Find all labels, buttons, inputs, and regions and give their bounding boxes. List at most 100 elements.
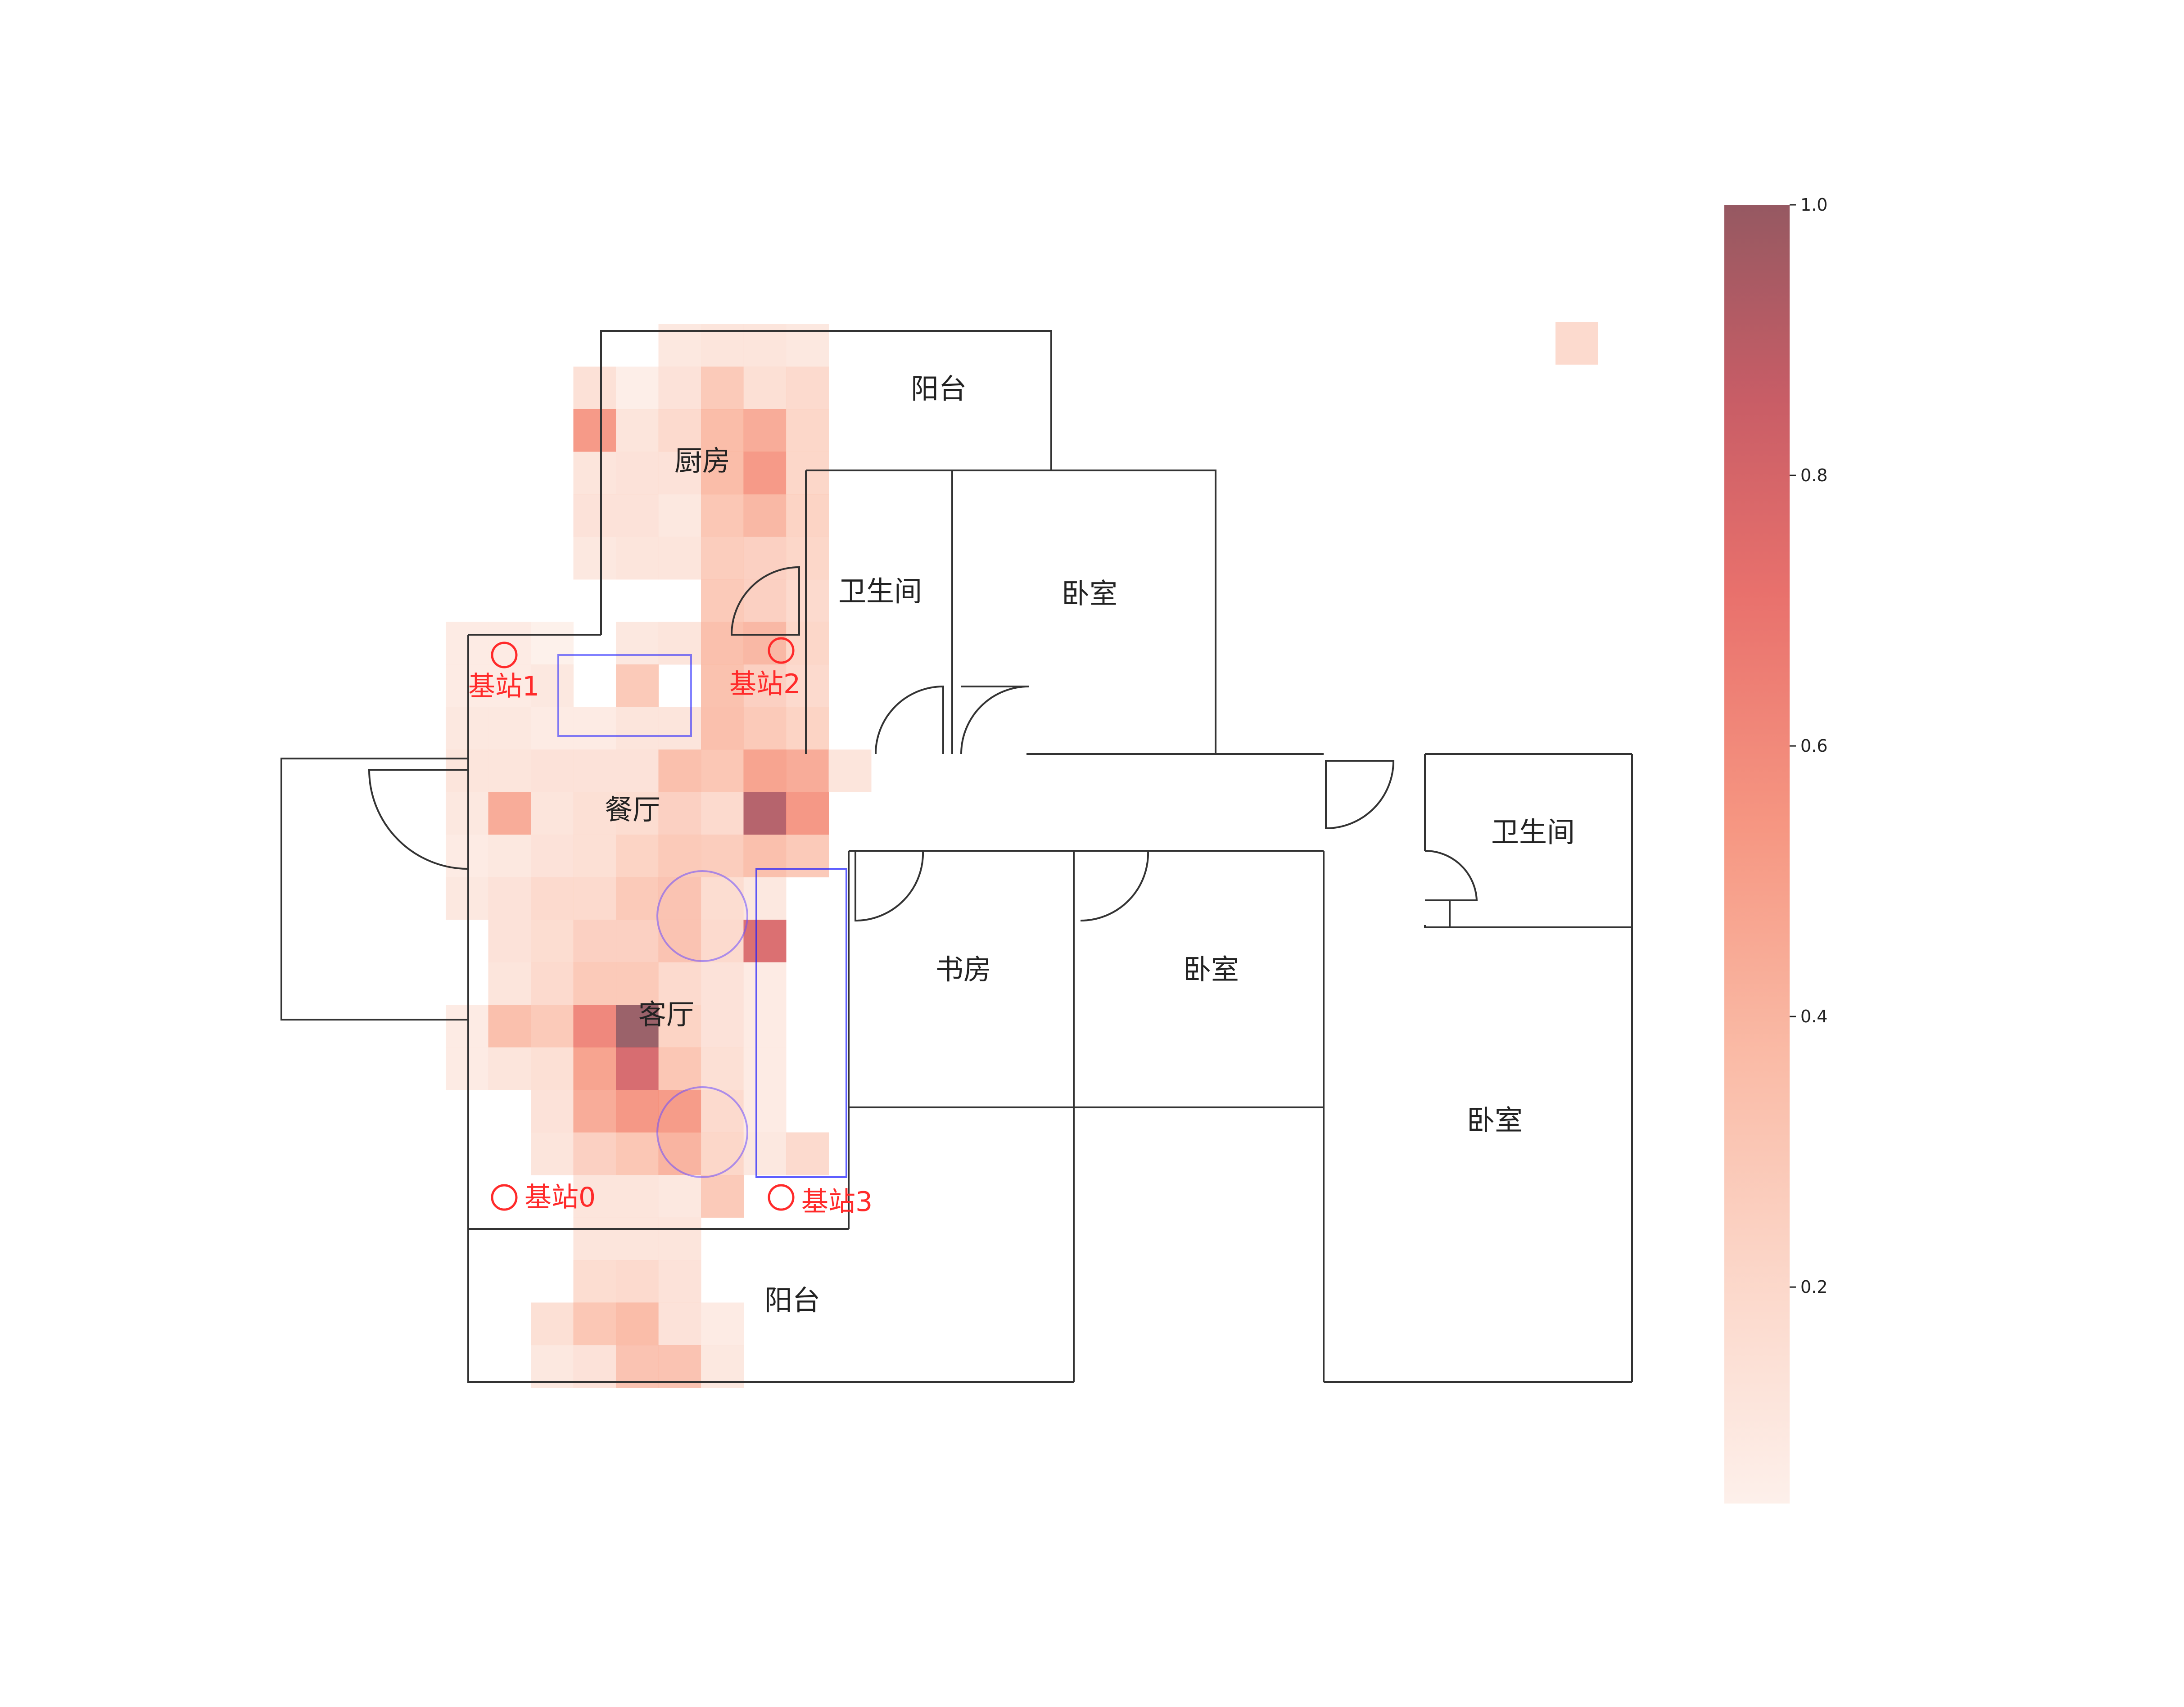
heatmap-cell <box>574 835 616 877</box>
colorbar-gradient <box>1724 205 1790 1504</box>
heatmap-cell <box>786 537 829 580</box>
colorbar-tick-label: 0.4 <box>1800 1007 1827 1026</box>
heatmap-cell <box>616 1133 659 1175</box>
heatmap-cell <box>744 792 787 835</box>
heatmap-cell <box>701 537 744 580</box>
heatmap-cell <box>701 1048 744 1090</box>
heatmap-cell <box>786 409 829 452</box>
room-label-dining: 餐厅 <box>605 793 660 826</box>
heatmap-cell <box>574 1260 616 1303</box>
room-label-living: 客厅 <box>638 998 694 1031</box>
room-label-bedroom-3: 卧室 <box>1467 1104 1523 1137</box>
station-label-0: 基站0 <box>525 1182 596 1213</box>
heatmap-cell <box>531 792 574 835</box>
heatmap-cell <box>659 750 701 792</box>
colorbar-tick-label: 0.6 <box>1800 736 1827 756</box>
heatmap-cell <box>786 622 829 665</box>
heatmap-cell <box>786 835 829 877</box>
heatmap-cell <box>744 579 787 622</box>
heatmap-cell <box>659 1175 701 1218</box>
heatmap-cell <box>446 792 488 835</box>
heatmap-cell <box>744 452 787 495</box>
heatmap-cell <box>701 792 744 835</box>
heatmap-cell <box>744 962 787 1005</box>
heatmap-cell <box>744 367 787 410</box>
room-label-bathroom-1: 卫生间 <box>838 575 922 608</box>
heatmap-cell <box>616 494 659 537</box>
room-label-kitchen: 厨房 <box>674 444 730 477</box>
heatmap-cell <box>701 877 744 920</box>
heatmap-cell <box>531 877 574 920</box>
heatmap-cell <box>786 494 829 537</box>
heatmap-cell <box>616 707 659 750</box>
heatmap-cell <box>786 367 829 410</box>
room-label-bathroom-2: 卫生间 <box>1491 816 1575 849</box>
heatmap-cell <box>531 1133 574 1175</box>
room-label-balcony-top: 阳台 <box>911 372 967 405</box>
heatmap-cell <box>616 537 659 580</box>
heatmap-cell <box>744 622 787 665</box>
heatmap-cell <box>574 367 616 410</box>
station-marker-3 <box>769 1185 793 1210</box>
heatmap-cell <box>446 707 488 750</box>
heatmap-cell <box>574 494 616 537</box>
heatmap-cell <box>786 750 829 792</box>
room-label-balcony-bottom: 阳台 <box>764 1284 820 1317</box>
heatmap-cell <box>659 1048 701 1090</box>
heatmap-cell <box>574 452 616 495</box>
heatmap-cell <box>786 452 829 495</box>
heatmap-cell <box>531 1005 574 1048</box>
heatmap-cell <box>616 1090 659 1133</box>
heatmap-cell <box>744 537 787 580</box>
heatmap-cell <box>488 750 531 792</box>
heatmap-cell <box>616 1303 659 1346</box>
heatmap-cell <box>574 1048 616 1090</box>
heatmap-cell <box>659 877 701 920</box>
heatmap-cell <box>574 1090 616 1133</box>
heatmap-cell <box>744 1133 787 1175</box>
heatmap-cell <box>446 622 488 665</box>
heatmap-cell <box>659 367 701 410</box>
heatmap-cell <box>744 750 787 792</box>
heatmap-cell <box>616 920 659 962</box>
heatmap-cell <box>616 1260 659 1303</box>
heatmap-cell <box>659 1133 701 1175</box>
heatmap-cell <box>616 367 659 410</box>
heatmap-cell <box>488 707 531 750</box>
heatmap-cell <box>488 1048 531 1090</box>
heatmap-cell <box>574 707 616 750</box>
heatmap-cell <box>701 367 744 410</box>
colorbar-ticks: 0.20.40.60.81.0 <box>1790 195 1827 1297</box>
heatmap-cell <box>574 537 616 580</box>
heatmap-cell <box>744 1048 787 1090</box>
heatmap-cell <box>744 1090 787 1133</box>
heatmap-cell <box>574 1303 616 1346</box>
heatmap-cell <box>744 835 787 877</box>
heatmap-cell <box>616 1218 659 1260</box>
heatmap-cell <box>446 1048 488 1090</box>
heatmap-cell <box>744 1005 787 1048</box>
heatmap-cell <box>701 1005 744 1048</box>
heatmap-cell <box>659 1090 701 1133</box>
heatmap-cell <box>531 707 574 750</box>
heatmap-cell <box>531 1048 574 1090</box>
heatmap-cell <box>616 664 659 707</box>
heatmap-cell <box>488 1005 531 1048</box>
heatmap-cell <box>616 877 659 920</box>
heatmap-cell <box>829 750 872 792</box>
heatmap-cell <box>446 877 488 920</box>
heatmap-cell <box>616 1048 659 1090</box>
heatmap-cell <box>786 1133 829 1175</box>
heatmap-cell <box>616 409 659 452</box>
colorbar-tick-label: 0.8 <box>1800 465 1827 485</box>
heatmap-cell <box>659 792 701 835</box>
heatmap-cell <box>531 622 574 665</box>
heatmap-cell <box>574 962 616 1005</box>
heatmap-cell <box>531 1090 574 1133</box>
heatmap-cell <box>659 622 701 665</box>
heatmap-cell <box>574 1218 616 1260</box>
heatmap-cell <box>701 962 744 1005</box>
heatmap-cell <box>701 1303 744 1346</box>
